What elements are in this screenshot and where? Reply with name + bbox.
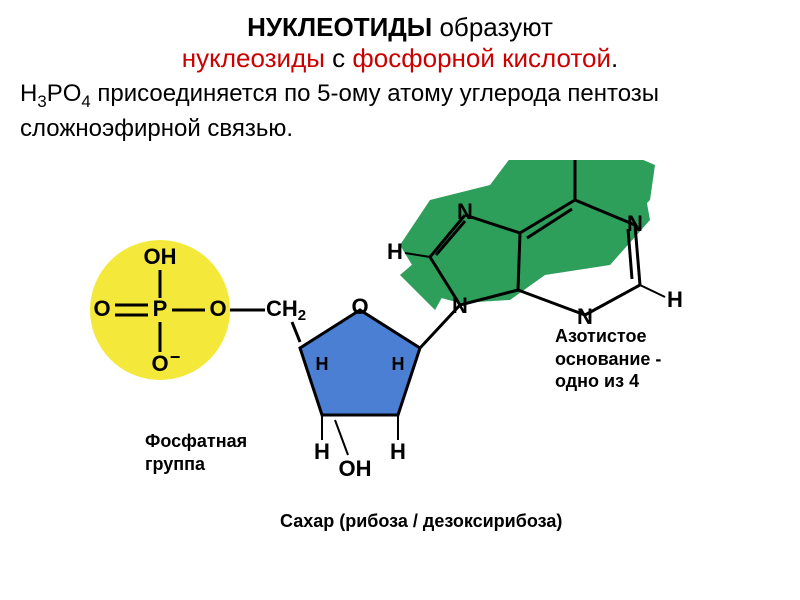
atom-o-bridge: O	[209, 296, 226, 321]
atom-ch2: CH2	[266, 296, 306, 324]
formula-3: 3	[37, 92, 46, 111]
molecule-svg: OH O O − O P CH2 O H H H H OH	[0, 160, 800, 600]
atom-o-left: O	[93, 296, 110, 321]
svg-text:N: N	[452, 293, 468, 318]
formula-4: 4	[81, 92, 90, 111]
atom-minus: −	[170, 347, 181, 367]
heading: НУКЛЕОТИДЫ образуют нуклеозиды с фосфорн…	[0, 0, 800, 74]
atom-oh-3: OH	[339, 456, 372, 481]
subheading: H3PO4 присоединяется по 5-ому атому угле…	[0, 74, 800, 144]
heading-red1: нуклеозиды	[182, 43, 325, 73]
heading-red2: фосфорной кислотой	[352, 43, 611, 73]
formula-po: PO	[47, 80, 82, 107]
atom-h-b1: H	[314, 439, 330, 464]
bond-ch2-c4	[292, 322, 300, 342]
heading-bold: НУКЛЕОТИДЫ	[247, 12, 432, 42]
svg-text:H: H	[387, 239, 403, 264]
phosphate-label-l2: группа	[145, 453, 247, 476]
base-label-l3: одно из 4	[555, 370, 661, 393]
svg-text:N: N	[567, 160, 583, 164]
heading-line1: НУКЛЕОТИДЫ образуют	[0, 12, 800, 43]
svg-text:N: N	[627, 211, 643, 236]
base-label-l2: основание -	[555, 348, 661, 371]
atom-h-b2: H	[390, 439, 406, 464]
heading-mid: с	[325, 43, 352, 73]
bond-c3-oh	[335, 420, 348, 455]
atom-h-s1: H	[316, 354, 329, 374]
subheading-text: присоединяется по 5-ому атому углерода п…	[20, 80, 659, 142]
base-label-l1: Азотистое	[555, 325, 661, 348]
heading-end: .	[611, 43, 618, 73]
atom-h-s2: H	[392, 354, 405, 374]
atom-oh-top: OH	[144, 244, 177, 269]
sugar-label: Сахар (рибоза / дезоксирибоза)	[280, 510, 562, 533]
formula-h: H	[20, 80, 37, 107]
phosphate-label-l1: Фосфатная	[145, 430, 247, 453]
nucleotide-diagram: OH O O − O P CH2 O H H H H OH	[0, 160, 800, 600]
base-label: Азотистое основание - одно из 4	[555, 325, 661, 393]
atom-p: P	[153, 296, 168, 321]
heading-post: образуют	[432, 12, 553, 42]
phosphate-label: Фосфатная группа	[145, 430, 247, 475]
atom-o-bottom: O	[151, 351, 168, 376]
svg-text:H: H	[667, 287, 683, 312]
atom-o-ring: O	[351, 294, 368, 319]
svg-text:N: N	[457, 199, 473, 224]
heading-line2: нуклеозиды с фосфорной кислотой.	[0, 43, 800, 74]
